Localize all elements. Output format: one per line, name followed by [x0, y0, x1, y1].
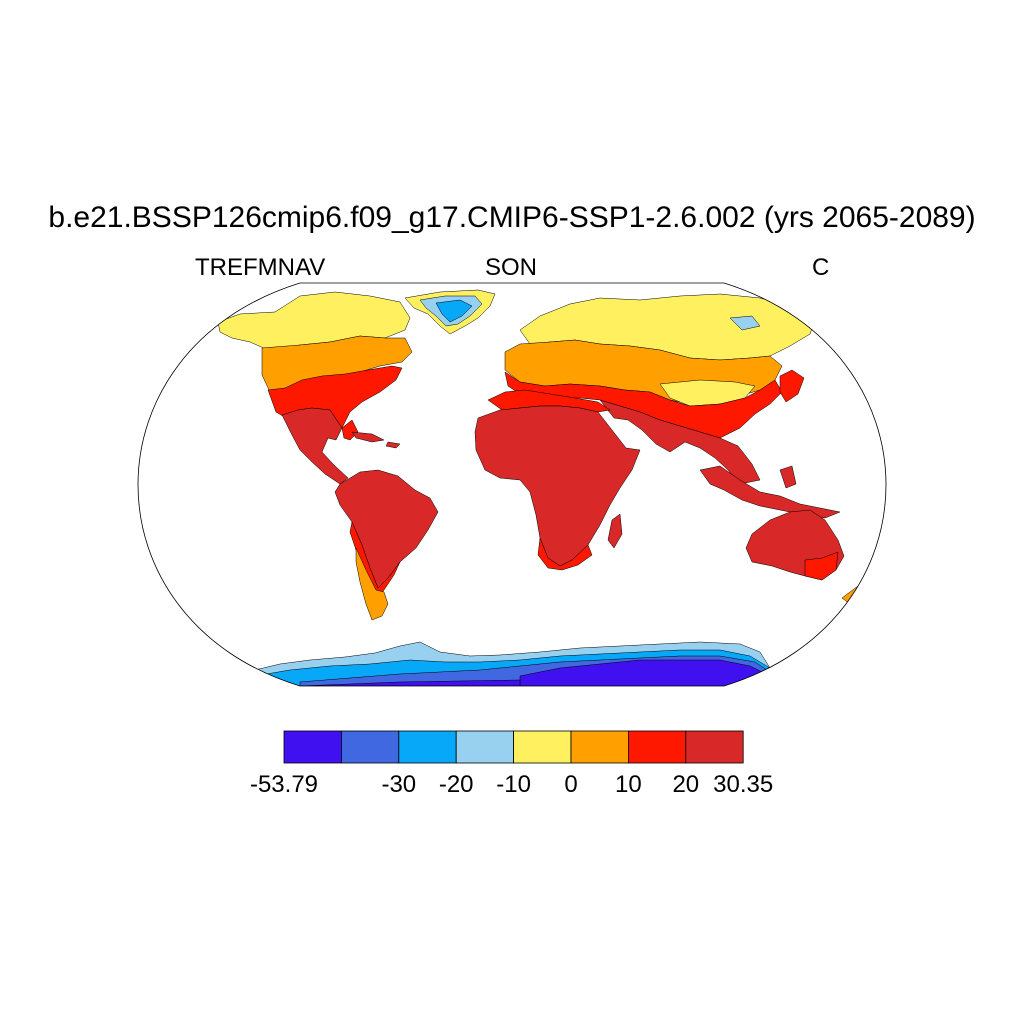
- season-label: SON: [485, 254, 538, 281]
- colorbar-label-4: -10: [496, 771, 531, 798]
- colorbar-swatch-7: [685, 730, 744, 764]
- colorbar: -53.79 -30 -20 -10 0 10 20 30.35: [250, 730, 773, 798]
- south-america: [334, 469, 439, 621]
- colorbar-label-5: 0: [564, 771, 577, 798]
- antarctica: [254, 641, 771, 686]
- maritime-asia: [699, 465, 841, 519]
- units-label: C: [812, 254, 830, 281]
- plot-title: b.e21.BSSP126cmip6.f09_g17.CMIP6-SSP1-2.…: [48, 201, 976, 234]
- colorbar-label-6: 10: [615, 771, 642, 798]
- australia: [745, 509, 877, 605]
- colorbar-swatch-5: [570, 730, 629, 764]
- world-map: [217, 289, 877, 686]
- colorbar-swatch-1: [340, 730, 400, 764]
- colorbar-swatch-0: [283, 730, 342, 764]
- variable-label: TREFMNAV: [195, 254, 326, 281]
- colorbar-swatch-4: [513, 730, 572, 764]
- eurasia: [504, 293, 816, 485]
- colorbar-label-3: -20: [439, 771, 474, 798]
- colorbar-label-2: -30: [381, 771, 416, 798]
- greenland: [404, 289, 496, 335]
- caribbean: [351, 431, 401, 449]
- colorbar-label-8: 30.35: [713, 771, 773, 798]
- map-boundary: [137, 282, 887, 687]
- colorbar-swatch-6: [628, 730, 687, 764]
- colorbar-label-0: -53.79: [250, 771, 318, 798]
- colorbar-swatch-2: [398, 730, 457, 764]
- africa: [474, 389, 641, 571]
- colorbar-label-7: 20: [672, 771, 699, 798]
- colorbar-swatch-3: [455, 730, 515, 764]
- north-america: [217, 291, 413, 485]
